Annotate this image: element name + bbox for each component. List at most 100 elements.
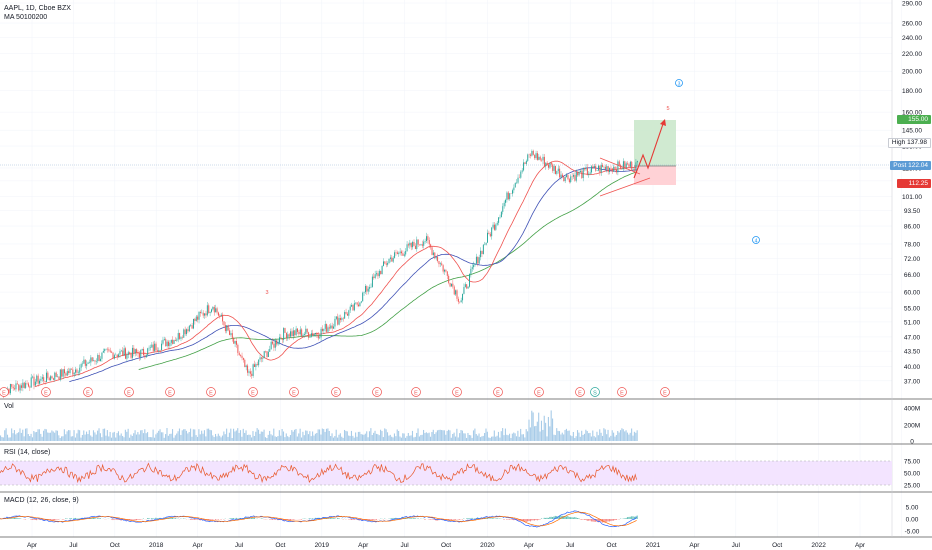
macd-axis[interactable]: 5.00 0.00 -5.00 — [905, 505, 920, 536]
candle-body — [597, 165, 599, 171]
volume-bar — [289, 435, 291, 441]
macd-histogram-bar — [328, 518, 330, 519]
volume-bar — [314, 433, 316, 441]
volume-bar — [62, 436, 64, 441]
rsi-pane[interactable] — [0, 460, 892, 486]
volume-bar — [377, 434, 379, 441]
symbol-title[interactable]: AAPL, 1D, Cboe BZX — [4, 5, 71, 12]
rsi-legend[interactable]: RSI (14, close) — [4, 449, 51, 456]
triangle-upper — [599, 157, 641, 175]
volume-bar — [234, 431, 236, 441]
macd-histogram-bar — [52, 519, 54, 521]
volume-bar — [466, 437, 468, 441]
volume-bar — [127, 428, 129, 441]
price-pane[interactable]: E E E E E E E E E E E E E E E E E S 3 4 5 3 — [0, 0, 902, 537]
ma200-line — [138, 171, 637, 370]
wave-4-marker[interactable] — [752, 236, 760, 244]
volume-bar — [38, 429, 40, 441]
candle-body — [219, 315, 221, 317]
volume-bar — [449, 430, 451, 441]
candle-body — [205, 313, 207, 316]
volume-bar — [199, 434, 201, 441]
macd-histogram-bar — [19, 518, 21, 519]
candle-body — [514, 182, 516, 188]
macd-histogram-bar — [374, 519, 376, 520]
candle-body — [313, 334, 315, 336]
candle-body — [432, 252, 434, 255]
wave-3-marker[interactable] — [675, 79, 683, 87]
stop-zone[interactable] — [634, 166, 676, 185]
symbol-legend[interactable]: AAPL, 1D, Cboe BZX MA 50100200 — [4, 4, 71, 22]
volume-bar — [592, 430, 594, 441]
volume-bar — [404, 437, 407, 441]
volume-bar — [343, 429, 346, 441]
candle-body — [438, 261, 440, 265]
candle-body — [255, 364, 257, 367]
volume-bar — [423, 429, 425, 441]
macd-histogram-bar — [79, 518, 81, 519]
macd-histogram-bar — [113, 519, 115, 520]
macd-legend[interactable]: MACD (12, 26, close, 9) — [4, 497, 79, 504]
candle-body — [426, 236, 427, 242]
target-zone[interactable] — [634, 120, 676, 166]
volume-bar — [635, 432, 637, 441]
volume-bar — [484, 432, 486, 441]
macd-histogram-bar — [410, 517, 412, 519]
candle-body — [111, 351, 113, 353]
volume-axis[interactable]: 400M 200M 0 — [904, 406, 920, 446]
macd-pane[interactable] — [0, 510, 638, 528]
rsi-axis[interactable]: 75.00 50.00 25.00 — [904, 459, 921, 490]
volume-bar — [431, 432, 433, 441]
candle-body — [430, 244, 432, 248]
volume-pane[interactable] — [0, 410, 638, 441]
earnings-marker-label: E — [251, 391, 255, 397]
macd-histogram-bar — [128, 519, 131, 521]
macd-histogram-bar — [91, 517, 93, 519]
volume-bar — [56, 430, 58, 441]
macd-histogram-bar — [235, 517, 237, 519]
volume-bar — [356, 436, 358, 441]
volume-bar — [511, 433, 513, 441]
volume-bar — [231, 437, 233, 441]
volume-bar — [477, 435, 479, 441]
macd-histogram-bar — [406, 517, 408, 519]
volume-bar — [438, 429, 440, 441]
macd-histogram-bar — [183, 518, 185, 519]
earnings-markers[interactable]: E E E E E E E E E E E E E E E E ES — [0, 387, 670, 397]
candle-body — [489, 233, 491, 237]
volume-bar — [149, 437, 151, 441]
ma-legend[interactable]: MA 50100200 — [4, 14, 48, 21]
macd-histogram-bar — [332, 518, 334, 519]
volume-bar — [4, 430, 6, 441]
macd-histogram-bar — [373, 519, 375, 520]
volume-bar — [267, 434, 269, 441]
volume-bar — [233, 428, 235, 441]
volume-bar — [406, 436, 408, 441]
candle-body — [463, 286, 465, 294]
candle-body — [464, 284, 466, 287]
time-axis[interactable]: Apr Jul Oct 2018 Apr Jul Oct 2019 Apr Jul Oct 2020 A… — [27, 542, 866, 549]
candle-body — [481, 250, 483, 254]
volume-bar — [167, 435, 169, 441]
macd-histogram-bar — [540, 518, 543, 519]
candle-body — [467, 286, 469, 289]
candle-body — [502, 206, 504, 212]
price-axis[interactable]: 290.00 260.00 240.00 220.00 200.00 180.00 160.… — [902, 1, 922, 386]
volume-bar — [564, 430, 566, 441]
volume-bar — [518, 436, 520, 441]
volume-bar — [269, 430, 271, 441]
volume-bar — [348, 435, 350, 441]
volume-bar — [346, 431, 348, 441]
volume-legend[interactable]: Vol — [4, 403, 14, 410]
candle-body — [545, 162, 547, 167]
volume-bar — [417, 428, 419, 441]
candle-body — [144, 355, 146, 358]
candle-body — [420, 244, 422, 246]
rsi-tick-label: 75.00 — [904, 459, 921, 466]
macd-histogram-bar — [327, 518, 329, 519]
macd-histogram-bar — [292, 519, 294, 520]
volume-bar — [363, 434, 365, 441]
earnings-marker-icon — [83, 387, 93, 397]
candle-body — [64, 369, 65, 374]
